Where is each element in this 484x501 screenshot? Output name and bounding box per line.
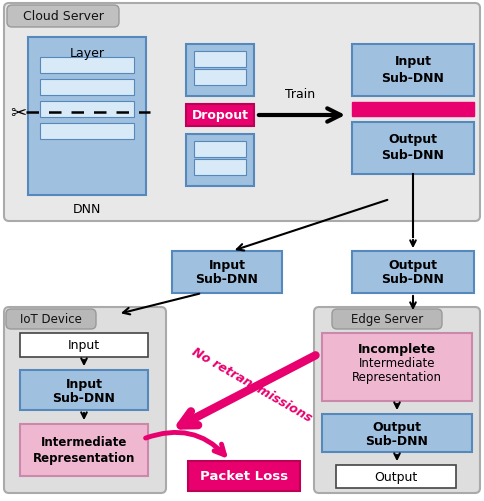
Bar bbox=[322, 333, 472, 401]
FancyBboxPatch shape bbox=[6, 310, 96, 329]
Bar bbox=[188, 461, 300, 491]
Bar bbox=[352, 45, 474, 97]
Text: Output: Output bbox=[373, 421, 422, 434]
FancyBboxPatch shape bbox=[7, 6, 119, 28]
Text: Train: Train bbox=[285, 88, 315, 101]
Text: Representation: Representation bbox=[352, 371, 442, 384]
Bar bbox=[186, 45, 254, 97]
Text: Output: Output bbox=[389, 259, 438, 272]
Bar bbox=[194, 142, 246, 158]
Text: Input: Input bbox=[394, 56, 432, 68]
Text: No retransmissions: No retransmissions bbox=[190, 345, 314, 424]
Text: Input: Input bbox=[209, 259, 245, 272]
Text: Cloud Server: Cloud Server bbox=[23, 11, 104, 24]
Bar bbox=[40, 58, 134, 74]
Text: ✂: ✂ bbox=[10, 103, 26, 122]
Bar bbox=[352, 103, 474, 117]
Text: IoT Device: IoT Device bbox=[20, 313, 82, 326]
Text: Packet Loss: Packet Loss bbox=[200, 469, 288, 482]
FancyBboxPatch shape bbox=[4, 4, 480, 221]
Bar bbox=[186, 135, 254, 187]
Bar bbox=[194, 160, 246, 176]
Text: Intermediate: Intermediate bbox=[41, 436, 127, 448]
Bar bbox=[40, 124, 134, 140]
Bar bbox=[194, 70, 246, 86]
Text: Dropout: Dropout bbox=[192, 109, 248, 122]
FancyBboxPatch shape bbox=[4, 308, 166, 493]
Text: Sub-DNN: Sub-DNN bbox=[381, 71, 444, 84]
Text: Input: Input bbox=[68, 339, 100, 352]
Bar bbox=[20, 333, 148, 357]
Text: Sub-DNN: Sub-DNN bbox=[196, 273, 258, 286]
Text: Layer: Layer bbox=[70, 48, 105, 61]
Text: DNN: DNN bbox=[73, 203, 101, 216]
Bar bbox=[28, 38, 146, 195]
Bar bbox=[322, 414, 472, 452]
Text: Sub-DNN: Sub-DNN bbox=[53, 392, 116, 405]
FancyBboxPatch shape bbox=[332, 310, 442, 329]
Bar bbox=[172, 252, 282, 294]
Bar bbox=[20, 370, 148, 410]
Bar bbox=[20, 424, 148, 476]
Text: Output: Output bbox=[389, 133, 438, 146]
Text: Intermediate: Intermediate bbox=[359, 357, 435, 370]
Bar bbox=[186, 105, 254, 127]
Text: Incomplete: Incomplete bbox=[358, 343, 436, 356]
Bar bbox=[194, 52, 246, 68]
Text: Representation: Representation bbox=[33, 451, 135, 464]
Bar bbox=[352, 123, 474, 175]
Bar bbox=[336, 465, 456, 488]
Text: Sub-DNN: Sub-DNN bbox=[381, 149, 444, 162]
Bar bbox=[352, 252, 474, 294]
FancyBboxPatch shape bbox=[314, 308, 480, 493]
Bar bbox=[40, 80, 134, 96]
Text: Output: Output bbox=[375, 470, 418, 483]
Text: Sub-DNN: Sub-DNN bbox=[365, 435, 428, 447]
Bar bbox=[40, 102, 134, 118]
Text: Input: Input bbox=[65, 378, 103, 391]
Text: Sub-DNN: Sub-DNN bbox=[381, 273, 444, 286]
Text: Edge Server: Edge Server bbox=[351, 313, 423, 326]
